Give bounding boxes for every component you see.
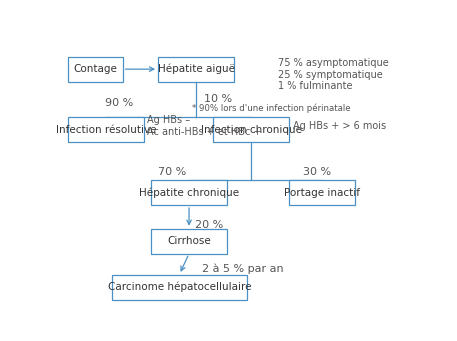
FancyBboxPatch shape: [213, 117, 289, 142]
Text: 10 %: 10 %: [204, 94, 232, 104]
FancyBboxPatch shape: [151, 229, 227, 254]
Text: Hépatite chronique: Hépatite chronique: [139, 187, 239, 198]
Text: Cirrhose: Cirrhose: [167, 236, 211, 246]
Text: Ag HBs + > 6 mois: Ag HBs + > 6 mois: [292, 121, 386, 131]
FancyBboxPatch shape: [68, 117, 144, 142]
Text: * 90% lors d'une infection périnatale: * 90% lors d'une infection périnatale: [192, 103, 351, 113]
FancyBboxPatch shape: [151, 180, 227, 205]
Text: Infection chronique: Infection chronique: [201, 124, 302, 135]
Text: 70 %: 70 %: [158, 167, 186, 177]
Text: 20 %: 20 %: [195, 220, 223, 230]
Text: 75 % asymptomatique
25 % symptomatique
1 % fulminante: 75 % asymptomatique 25 % symptomatique 1…: [278, 58, 389, 91]
Text: Infection résolutive: Infection résolutive: [56, 124, 156, 135]
Text: 30 %: 30 %: [303, 167, 331, 177]
FancyBboxPatch shape: [158, 57, 234, 81]
FancyBboxPatch shape: [68, 57, 122, 81]
FancyBboxPatch shape: [112, 275, 247, 299]
Text: Hépatite aiguë: Hépatite aiguë: [158, 64, 234, 74]
Text: Portage inactif: Portage inactif: [284, 188, 360, 197]
Text: Carcinome hépatocellulaire: Carcinome hépatocellulaire: [107, 282, 251, 292]
FancyBboxPatch shape: [289, 180, 355, 205]
Text: Ag HBs –
Ac anti-HBs + et HBc +: Ag HBs – Ac anti-HBs + et HBc +: [148, 116, 262, 137]
Text: 90 %: 90 %: [105, 98, 133, 108]
Text: Contage: Contage: [73, 64, 117, 74]
Text: 2 à 5 % par an: 2 à 5 % par an: [202, 263, 284, 274]
